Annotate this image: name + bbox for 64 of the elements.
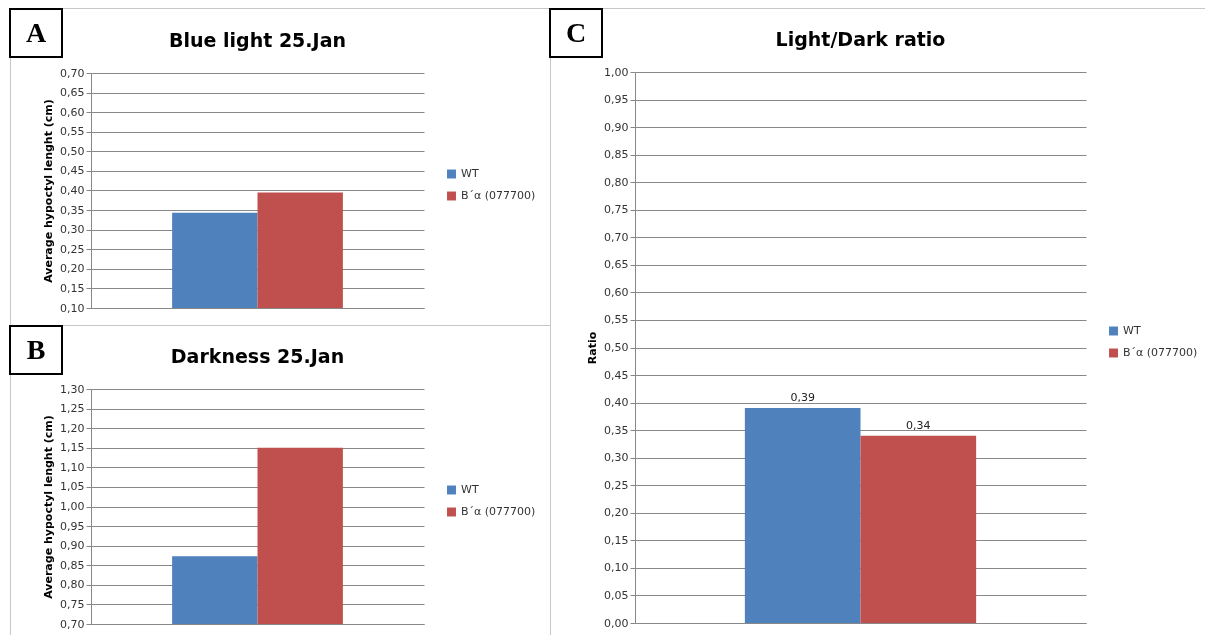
- y-tick-label: 0,55: [60, 125, 85, 139]
- y-tick-label: 0,25: [604, 478, 629, 492]
- y-tick-label: 0,55: [604, 313, 629, 327]
- text: A: [9, 8, 63, 58]
- y-tick-label: 0,70: [60, 66, 85, 80]
- text: B: [9, 325, 63, 375]
- y-tick-label: 0,35: [604, 423, 629, 437]
- y-tick-label: 0,00: [604, 616, 629, 630]
- y-tick-label: 0,90: [604, 120, 629, 134]
- legend-label: WT: [461, 483, 479, 496]
- chart-title: Darkness 25.Jan: [170, 345, 345, 367]
- y-tick-label: 0,75: [604, 203, 629, 217]
- y-tick-label: 0,25: [60, 242, 85, 256]
- y-axis-title: Average hypoctyl lenght (cm): [42, 415, 56, 599]
- chart-title: Light/Dark ratio: [775, 28, 946, 50]
- y-tick-label: 1,10: [60, 460, 85, 474]
- y-tick-label: 1,15: [60, 441, 85, 455]
- y-tick-label: 0,50: [604, 341, 629, 354]
- y-tick-label: 0,45: [60, 164, 85, 178]
- y-tick-label: 0,70: [604, 230, 629, 244]
- y-tick-label: 0,60: [60, 105, 85, 119]
- y-tick-label: 0,45: [604, 368, 629, 382]
- y-tick-label: 0,05: [604, 588, 629, 602]
- y-tick-label: 0,80: [604, 175, 629, 189]
- legend-label: B´α (077700): [461, 189, 536, 202]
- y-tick-label: 0,60: [604, 285, 629, 299]
- y-tick-label: 0,70: [60, 617, 85, 631]
- y-tick-label: 0,35: [60, 203, 85, 217]
- y-tick-label: 0,95: [60, 519, 85, 533]
- legend-label: WT: [461, 167, 479, 180]
- y-axis-title: Average hypoctyl lenght (cm): [42, 99, 56, 283]
- y-tick-label: 0,40: [60, 184, 85, 197]
- y-tick-label: 0,85: [60, 558, 85, 572]
- y-tick-label: 0,20: [60, 262, 85, 276]
- y-tick-label: 0,90: [60, 539, 85, 553]
- legend-label: WT: [1123, 324, 1141, 337]
- data-label: 0,34: [906, 418, 931, 432]
- y-tick-label: 0,50: [60, 144, 85, 158]
- y-tick-label: 1,05: [60, 480, 85, 494]
- chart-title: Blue light 25.Jan: [169, 29, 346, 51]
- y-tick-label: 1,25: [60, 402, 85, 416]
- y-tick-label: 1,00: [604, 65, 629, 79]
- legend-label: B´α (077700): [461, 505, 536, 518]
- y-tick-label: 0,80: [60, 578, 85, 592]
- y-tick-label: 0,10: [60, 301, 85, 315]
- legend-label: B´α (077700): [1123, 346, 1198, 359]
- y-tick-label: 0,30: [604, 451, 629, 465]
- y-tick-label: 0,65: [60, 86, 85, 100]
- y-tick-label: 0,15: [604, 533, 629, 547]
- y-tick-label: 0,95: [604, 93, 629, 107]
- data-label: 0,39: [790, 391, 815, 405]
- y-tick-label: 0,65: [604, 258, 629, 272]
- y-tick-label: 1,20: [60, 421, 85, 435]
- y-tick-label: 1,00: [60, 500, 85, 513]
- y-tick-label: 1,30: [60, 382, 85, 396]
- y-tick-label: 0,40: [604, 396, 629, 410]
- y-tick-label: 0,15: [60, 281, 85, 295]
- y-tick-label: 0,30: [60, 223, 85, 237]
- y-tick-label: 0,10: [604, 561, 629, 575]
- y-tick-label: 0,75: [60, 597, 85, 611]
- y-tick-label: 0,20: [604, 506, 629, 520]
- text: C: [549, 8, 603, 58]
- y-axis-title: Ratio: [586, 331, 600, 365]
- y-tick-label: 0,85: [604, 148, 629, 162]
